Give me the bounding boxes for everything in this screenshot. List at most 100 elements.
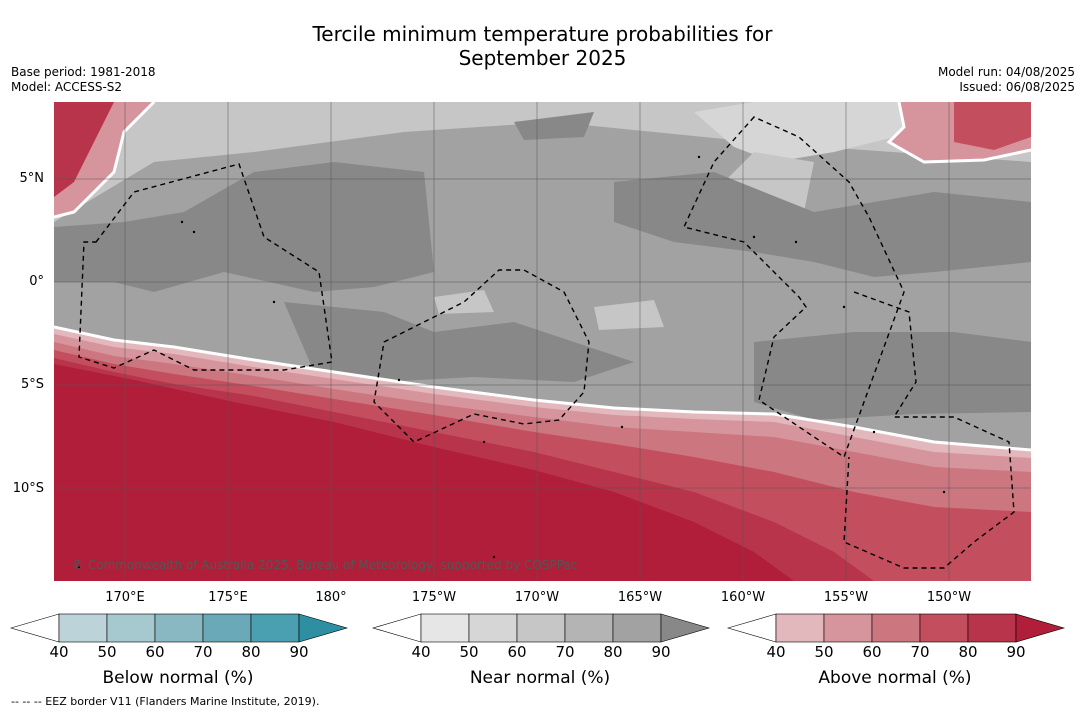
lat-label-5s: 5°S (20, 377, 44, 392)
colorbar-tick-label: 90 (289, 643, 309, 661)
eez-legend-note: -- -- -- EEZ border V11 (Flanders Marine… (11, 695, 320, 708)
above-normal-red-south-90 (54, 364, 794, 581)
eez-border-tuvalu-tokelau (373, 269, 590, 443)
colorbar-title-near-normal: Near normal (%) (469, 668, 611, 688)
colorbar-tick-label: 80 (603, 643, 623, 661)
eez-borders (78, 116, 1015, 569)
colorbar-tick-label: 60 (145, 643, 165, 661)
near-normal-dark-area-4 (754, 332, 1031, 420)
colorbar-tick-label: 50 (459, 643, 479, 661)
colorbar-title-below-normal: Below normal (%) (102, 668, 254, 688)
map-title: Tercile minimum temperature probabilitie… (0, 22, 1085, 70)
colorbar-segment (202, 613, 252, 643)
island-dot (492, 555, 496, 559)
island-dot (272, 300, 276, 304)
colorbar-tick-label: 80 (958, 643, 978, 661)
eez-border-line-islands (683, 116, 905, 459)
near-normal-light-patch-3 (434, 290, 494, 314)
meta-left: Base period: 1981-2018 Model: ACCESS-S2 (11, 65, 156, 95)
base-period: Base period: 1981-2018 (11, 65, 156, 79)
colorbar-segment (106, 613, 156, 643)
model-name: Model: ACCESS-S2 (11, 80, 123, 94)
colorbar-tick-label: 90 (1006, 643, 1026, 661)
lon-label-175e: 175°E (208, 590, 248, 605)
eez-border-kiribati-gilbert (78, 163, 333, 371)
island-dot (192, 230, 196, 234)
meta-right: Model run: 04/08/2025 Issued: 06/08/2025 (938, 65, 1075, 95)
lat-label-5n: 5°N (19, 171, 45, 186)
colorbar-segment (564, 613, 614, 643)
model-run: Model run: 04/08/2025 (937, 65, 1075, 79)
island-dot (794, 240, 798, 244)
colorbar-tick-label: 50 (814, 643, 834, 661)
above-normal-red-northeast-inner (954, 102, 1031, 150)
lon-label-170w: 170°W (514, 590, 560, 605)
tercile-boundary-nw (54, 102, 156, 219)
colorbar-segment (967, 613, 1017, 643)
colorbar-tick-label: 60 (507, 643, 527, 661)
lon-label-150w: 150°W (926, 590, 972, 605)
colorbar-segment (871, 613, 921, 643)
colorbar-tick-label: 60 (862, 643, 882, 661)
colorbar-segment (516, 613, 566, 643)
issued-date: Issued: 06/08/2025 (959, 80, 1075, 94)
colorbar-segment (468, 613, 518, 643)
colorbar-segment (823, 613, 873, 643)
island-dot (397, 378, 401, 382)
lon-label-155w: 155°W (823, 590, 869, 605)
lat-label-0: 0° (29, 274, 44, 289)
colorbar-segment (919, 613, 969, 643)
colorbar-tick-label: 70 (193, 643, 213, 661)
island-dot (872, 430, 876, 434)
island-dot (752, 235, 756, 239)
colorbar-tick-label: 40 (766, 643, 786, 661)
lon-label-165w: 165°W (617, 590, 663, 605)
colorbar-above-normal (726, 613, 1066, 643)
title-line-2: September 2025 (458, 46, 627, 70)
island-dot (620, 425, 624, 429)
colorbar-below-normal (9, 613, 349, 643)
lat-label-10s: 10°S (12, 481, 44, 496)
island-dot (180, 220, 184, 224)
colorbar-segment (154, 613, 204, 643)
colorbar-segment (420, 613, 470, 643)
colorbar-segment (250, 613, 300, 643)
colorbar-segment (612, 613, 662, 643)
copyright-credit: © Commonwealth of Australia 2025, Bureau… (72, 558, 578, 572)
colorbar-tick-label: 40 (49, 643, 69, 661)
colorbar-segment (58, 613, 108, 643)
lon-label-160w: 160°W (720, 590, 766, 605)
near-normal-lighter-patch (694, 102, 914, 162)
colorbar-tick-label: 70 (910, 643, 930, 661)
tercile-boundary-south (54, 325, 1031, 452)
eez-border-french-polynesia (843, 291, 1015, 569)
probability-map (54, 102, 1031, 581)
lon-label-170e: 170°E (105, 590, 145, 605)
title-line-1: Tercile minimum temperature probabilitie… (312, 22, 773, 46)
near-normal-dark-patch-5 (514, 112, 594, 140)
graticule (54, 102, 1031, 581)
lon-label-180: 180° (315, 590, 347, 605)
near-normal-dark-area-2 (614, 172, 1031, 277)
colorbar-tick-label: 80 (241, 643, 261, 661)
colorbar-under-triangle (726, 613, 777, 643)
colorbar-tick-label: 70 (555, 643, 575, 661)
colorbar-under-triangle (9, 613, 60, 643)
colorbar-segment (775, 613, 825, 643)
near-normal-light-patch-4 (594, 300, 664, 330)
island-dot (942, 490, 946, 494)
colorbar-under-triangle (371, 613, 422, 643)
colorbar-tick-label: 90 (651, 643, 671, 661)
colorbars (9, 613, 1066, 643)
above-normal-red-northwest-inner (54, 102, 114, 197)
island-dot (842, 305, 846, 309)
near-normal-dark-area-1 (54, 162, 434, 292)
island-dot (697, 155, 701, 159)
colorbar-over-triangle (298, 613, 349, 643)
island-dot (77, 565, 81, 569)
colorbar-tick-label: 50 (97, 643, 117, 661)
colorbar-over-triangle (660, 613, 711, 643)
island-dot (482, 440, 486, 444)
colorbar-near-normal (371, 613, 711, 643)
tercile-boundary-ne (886, 102, 1031, 164)
